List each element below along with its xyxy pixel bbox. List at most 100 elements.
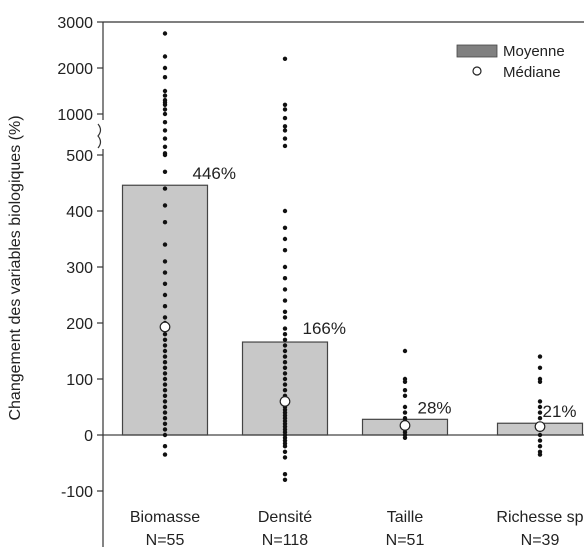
data-point: [162, 259, 168, 264]
data-point: [282, 264, 288, 270]
data-point: [537, 452, 543, 457]
data-point: [282, 326, 288, 331]
data-point: [162, 292, 168, 298]
y-tick-label: 0: [84, 428, 93, 445]
data-point: [162, 343, 168, 348]
data-point: [282, 343, 288, 348]
legend-median-marker: [472, 66, 482, 76]
data-point: [282, 444, 288, 449]
data-point: [162, 54, 168, 59]
y-axis-label: Changement des variables biologiques (%): [7, 115, 24, 420]
value-label-3: 21%: [543, 402, 577, 421]
x-category-n-label: N=39: [521, 532, 560, 547]
data-point: [162, 393, 168, 398]
data-point: [162, 242, 168, 247]
data-point: [402, 410, 408, 415]
axis-break-mark: [97, 123, 102, 149]
data-point: [282, 225, 288, 230]
data-point: [162, 111, 168, 117]
data-point: [282, 107, 288, 112]
data-point: [282, 128, 288, 133]
data-point: [537, 354, 543, 359]
data-point: [537, 432, 543, 438]
x-category-label: Richesse sp: [496, 509, 583, 526]
data-point: [282, 449, 288, 454]
data-point: [162, 404, 168, 410]
data-point: [162, 410, 168, 415]
y-tick-label: 2000: [57, 61, 93, 78]
value-label-1: 166%: [303, 319, 346, 338]
data-point: [162, 427, 168, 432]
data-point: [282, 236, 288, 242]
data-point: [282, 124, 288, 129]
data-point: [282, 143, 288, 149]
data-point: [162, 128, 168, 133]
data-point: [282, 208, 288, 214]
data-point: [162, 371, 168, 376]
data-point: [162, 365, 168, 370]
data-point: [282, 455, 288, 460]
data-point: [282, 102, 288, 108]
data-point: [162, 382, 168, 387]
median-marker-0: [159, 321, 171, 333]
data-point: [162, 432, 168, 438]
data-point: [537, 410, 543, 415]
data-point: [162, 421, 168, 426]
x-category-n-label: N=51: [386, 532, 425, 547]
data-point: [402, 393, 408, 398]
data-point: [282, 332, 288, 337]
data-point: [402, 435, 408, 440]
data-point: [162, 220, 168, 225]
data-point: [162, 281, 168, 286]
data-point: [537, 444, 543, 449]
data-point: [162, 388, 168, 393]
data-point: [282, 382, 288, 387]
y-tick-label: -100: [61, 484, 93, 501]
data-point: [282, 315, 288, 320]
data-point: [162, 444, 168, 449]
data-point: [162, 315, 168, 320]
x-category-n-label: N=118: [262, 532, 309, 547]
data-point: [537, 365, 543, 370]
data-point: [537, 404, 543, 410]
median-marker-3: [534, 421, 546, 433]
median-marker-2: [399, 420, 411, 431]
data-point: [162, 75, 168, 80]
data-point: [537, 438, 543, 443]
data-point: [162, 107, 168, 112]
legend-mean-label: Moyenne: [503, 43, 565, 60]
data-point: [282, 337, 288, 342]
data-point: [162, 88, 168, 94]
data-point: [162, 169, 168, 174]
legend-mean-swatch: [456, 44, 498, 58]
data-point: [282, 371, 288, 376]
data-point: [402, 388, 408, 393]
data-point: [162, 31, 168, 36]
data-point: [282, 365, 288, 370]
bar-mean-0: [121, 184, 209, 436]
data-point: [162, 65, 168, 71]
y-tick-label: 400: [66, 204, 93, 221]
data-point: [162, 120, 168, 125]
y-tick-label: 3000: [57, 15, 93, 32]
median-marker-1: [279, 396, 291, 407]
data-point: [282, 309, 288, 314]
y-tick-label: 1000: [57, 107, 93, 124]
data-point: [402, 379, 408, 384]
data-point: [162, 354, 168, 359]
data-point: [162, 416, 168, 421]
x-category-label: Biomasse: [130, 509, 200, 526]
y-tick-label: 300: [66, 260, 93, 277]
data-point: [537, 399, 543, 404]
data-point: [162, 136, 168, 141]
y-tick-label: 500: [66, 148, 93, 165]
x-category-label: Densité: [258, 509, 312, 526]
data-point: [162, 93, 168, 98]
y-tick-label: 200: [66, 316, 93, 333]
data-point: [282, 348, 288, 354]
data-point: [402, 348, 408, 354]
x-category-n-label: N=55: [146, 532, 185, 547]
data-point: [537, 379, 543, 384]
